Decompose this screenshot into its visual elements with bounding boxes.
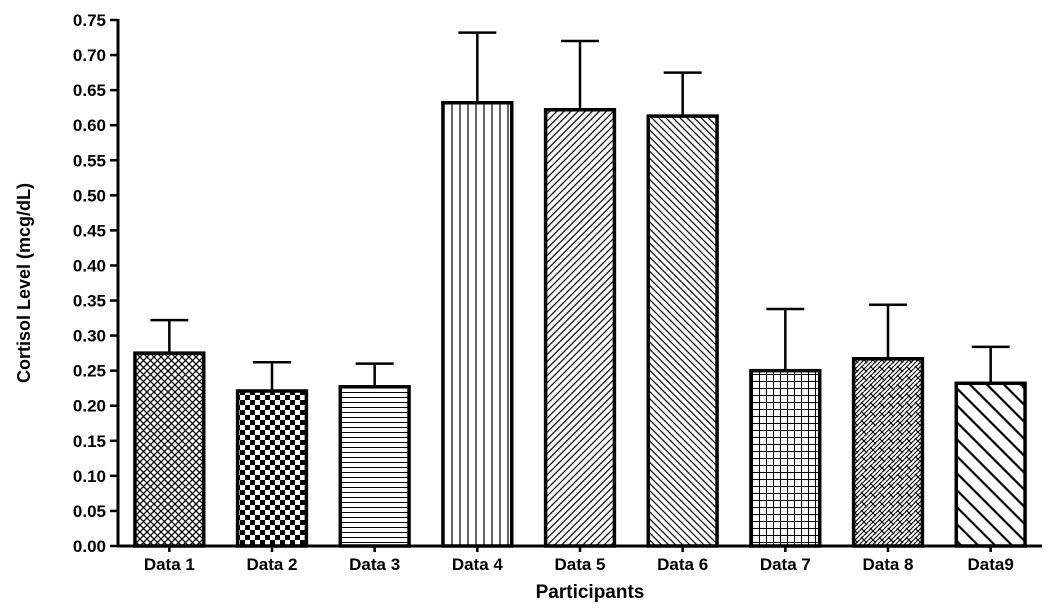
y-tick-label: 0.25 [73,362,106,381]
y-tick-label: 0.65 [73,81,106,100]
x-tick-label: Data 4 [452,555,504,574]
y-tick-label: 0.15 [73,432,106,451]
x-axis-title: Participants [536,582,645,603]
y-tick-label: 0.55 [73,151,106,170]
y-tick-label: 0.70 [73,46,106,65]
y-tick-label: 0.35 [73,292,106,311]
axis-labels: 0.00 0.05 0.10 0.15 0.20 0.25 0.30 0.35 0.40 0.45… [14,11,1014,603]
bar-data-8 [851,356,925,548]
bars [133,101,1027,548]
y-tick-label: 0.10 [73,467,106,486]
x-tick-label: Data 5 [554,555,605,574]
bar-data-6 [646,114,719,548]
y-axis-title: Cortisol Level (mcg/dL) [14,183,34,383]
x-tick-label: Data 7 [760,555,811,574]
x-tick-label: Data 8 [862,555,913,574]
x-tick-label: Data 6 [657,555,708,574]
y-tick-label: 0.30 [73,327,106,346]
y-tick-label: 0.00 [73,537,106,556]
x-tick-label: Data 2 [246,555,297,574]
y-tick-label: 0.20 [73,397,106,416]
bar-data9 [954,381,1027,548]
y-tick-label: 0.45 [73,221,106,240]
bar-data-5 [543,108,617,548]
error-bars [150,31,1010,392]
x-tick-label: Data 3 [349,555,400,574]
bar-data-3 [338,385,411,548]
y-tick-label: 0.40 [73,256,106,275]
y-tick-label: 0.60 [73,116,106,135]
bar-data-7 [749,368,822,548]
y-tick-label: 0.05 [73,502,106,521]
x-tick-label: Data 1 [144,555,195,574]
bar-data-4 [441,101,514,548]
y-tick-label: 0.50 [73,186,106,205]
bar-data-2 [235,389,309,548]
y-tick-label: 0.75 [73,11,106,30]
x-tick-label: Data9 [968,555,1014,574]
bar-data-1 [133,351,206,548]
